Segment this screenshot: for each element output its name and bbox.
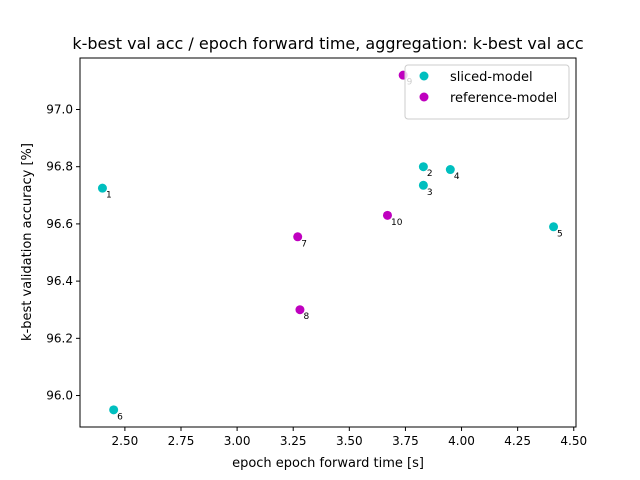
data-point [97, 183, 107, 193]
x-tick-label: 4.00 [448, 434, 475, 448]
point-label: 8 [303, 312, 309, 322]
point-label: 6 [117, 412, 123, 422]
x-tick-label: 4.50 [560, 434, 587, 448]
point-label: 1 [106, 191, 112, 201]
point-label: 7 [301, 239, 307, 249]
x-tick-label: 3.50 [336, 434, 363, 448]
y-tick-label: 96.6 [46, 217, 73, 231]
data-point [445, 165, 455, 175]
x-tick-label: 3.25 [280, 434, 307, 448]
data-point [293, 232, 303, 242]
point-label: 4 [454, 172, 460, 182]
point-label: 5 [557, 229, 563, 239]
y-tick-label: 97.0 [46, 102, 73, 116]
data-point [109, 405, 119, 415]
y-tick-label: 96.2 [46, 331, 73, 345]
point-label: 3 [427, 188, 433, 198]
x-tick-label: 3.00 [224, 434, 251, 448]
data-point [382, 210, 392, 220]
plot-frame [79, 57, 577, 428]
data-point [549, 222, 559, 232]
x-tick-label: 2.75 [168, 434, 195, 448]
point-label: 10 [391, 218, 403, 228]
y-tick-label: 96.4 [46, 274, 73, 288]
data-point [418, 180, 428, 190]
legend-box [404, 64, 570, 120]
chart-title: k-best val acc / epoch forward time, agg… [72, 34, 583, 53]
y-tick-label: 96.8 [46, 160, 73, 174]
data-points: 12345678910 [97, 70, 563, 422]
data-point [418, 162, 428, 172]
legend-entry: reference-model [450, 91, 557, 106]
x-tick-label: 2.50 [112, 434, 139, 448]
axis-ticks: 2.50 2.75 3.00 3.25 3.50 3.75 4.00 4.25 4.50 96.0… [46, 102, 587, 448]
legend-entry: sliced-model [450, 70, 533, 85]
x-axis-label: epoch epoch forward time [s] [232, 456, 424, 471]
point-label: 2 [427, 169, 433, 179]
y-tick-label: 96.0 [46, 389, 73, 403]
x-tick-label: 3.75 [392, 434, 419, 448]
x-tick-label: 4.25 [504, 434, 531, 448]
legend-marker [419, 71, 429, 81]
data-point [295, 305, 305, 315]
y-axis-label: k-best validation accuracy [%] [20, 143, 35, 341]
legend-marker [419, 92, 429, 102]
legend: sliced-model reference-model [404, 64, 570, 120]
